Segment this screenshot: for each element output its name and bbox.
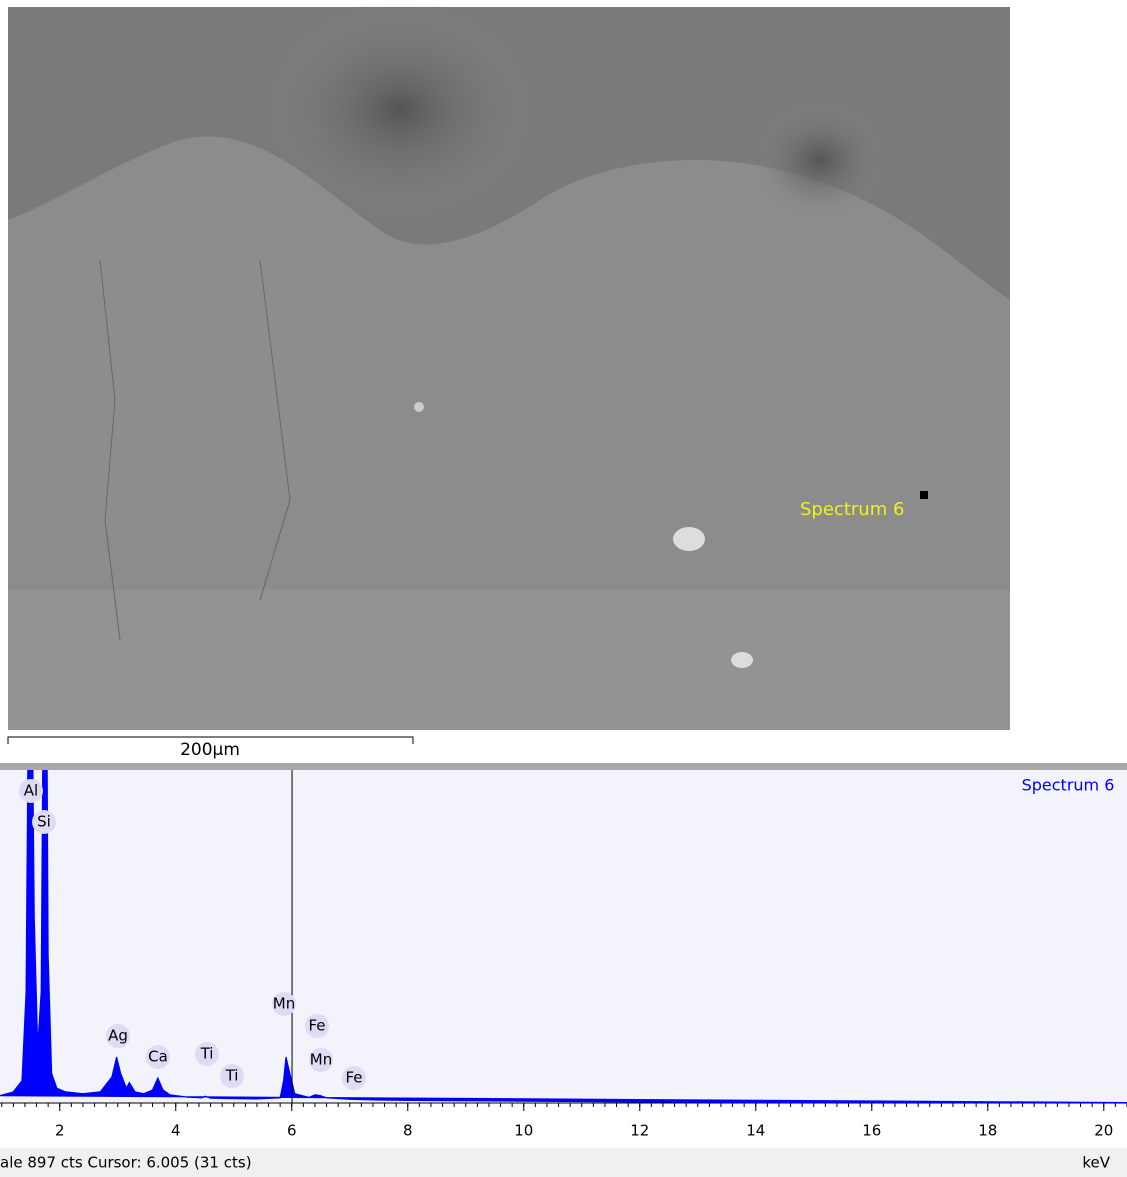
x-tick-label: 18 xyxy=(978,1122,997,1140)
scale-bar-label: 200µm xyxy=(180,740,240,760)
peak-label: Ag xyxy=(108,1027,128,1045)
peak-label: Fe xyxy=(345,1069,362,1087)
x-tick-label: 20 xyxy=(1094,1122,1113,1140)
peak-label: Mn xyxy=(310,1051,332,1069)
peak-label: Fe xyxy=(308,1017,325,1035)
x-tick-label: 16 xyxy=(862,1122,881,1140)
spectrum-site-label: Spectrum 6 xyxy=(800,499,904,520)
x-tick-label: 6 xyxy=(287,1122,297,1140)
x-axis-label: keV xyxy=(1082,1154,1110,1172)
status-text: ale 897 cts Cursor: 6.005 (31 cts) xyxy=(0,1154,252,1172)
x-tick-label: 10 xyxy=(514,1122,533,1140)
x-tick-label: 8 xyxy=(403,1122,413,1140)
x-tick-label: 2 xyxy=(55,1122,65,1140)
peak-label: Ca xyxy=(148,1048,168,1066)
scale-bar: 200µm xyxy=(8,737,413,760)
peak-label: Mn xyxy=(273,995,295,1013)
x-tick-label: 14 xyxy=(746,1122,765,1140)
x-tick-label: 12 xyxy=(630,1122,649,1140)
peak-label: Ti xyxy=(225,1067,239,1085)
eds-window: Spectrum 6 200µm Spectrum 6 keV ale 897 … xyxy=(0,0,1127,1177)
peak-label: Ti xyxy=(200,1045,214,1063)
sem-image: Spectrum 6 xyxy=(8,0,1010,730)
peak-label: Al xyxy=(24,782,38,800)
panel-border xyxy=(0,763,1127,770)
peak-label: Si xyxy=(37,813,51,831)
x-tick-label: 4 xyxy=(171,1122,181,1140)
spectrum-name: Spectrum 6 xyxy=(1022,776,1115,795)
